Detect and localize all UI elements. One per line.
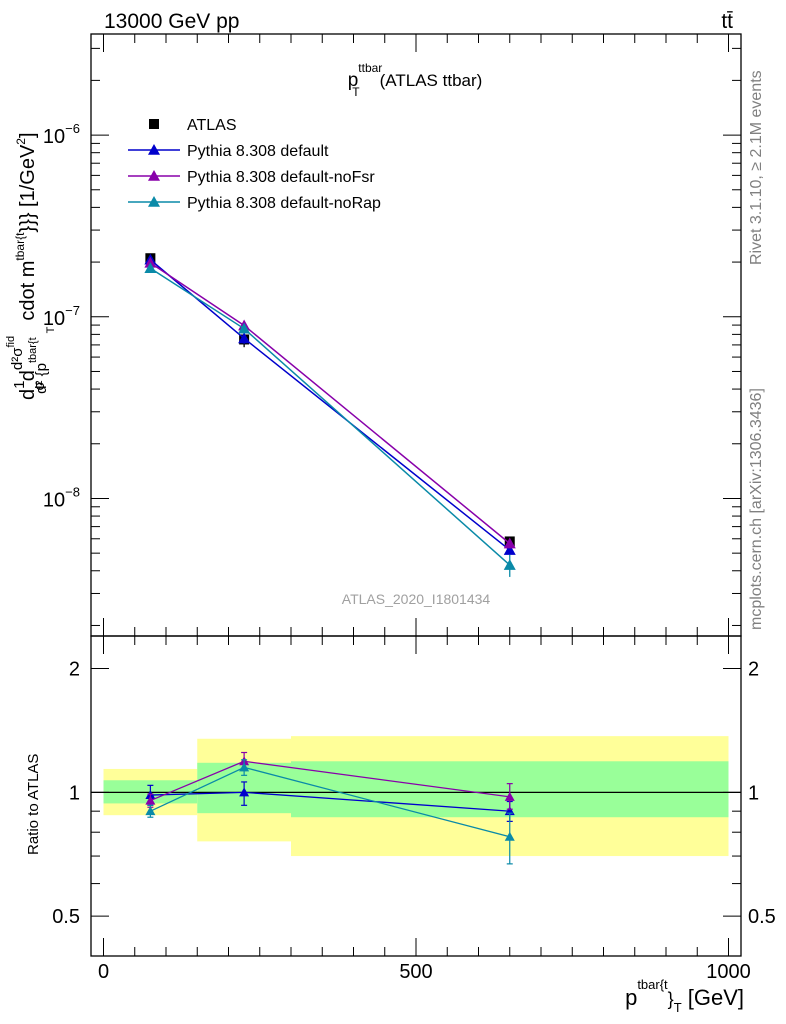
- legend-marker: [148, 170, 160, 181]
- data-point: [238, 332, 251, 344]
- y-tick-mantissa: 10: [43, 126, 65, 148]
- legend-label: Pythia 8.308 default-noRap: [187, 195, 381, 212]
- legend-entry-1: Pythia 8.308 default: [128, 143, 329, 160]
- title-symbol: p: [348, 70, 359, 91]
- ratio-y-tick-label: 1: [69, 782, 80, 804]
- process-label: tt̄: [721, 10, 733, 33]
- series-3: [144, 262, 516, 577]
- ratio-data-point: [504, 831, 515, 841]
- y-tick-exponent: −7: [65, 303, 80, 318]
- ratio-data-point: [239, 762, 250, 772]
- plot-title: pttbar T (ATLAS ttbar): [348, 61, 483, 99]
- legend-entry-2: Pythia 8.308 default-noFsr: [128, 169, 375, 186]
- legend-entry-3: Pythia 8.308 default-noRap: [128, 195, 381, 212]
- ratio-y-axis-label: Ratio to ATLAS: [25, 754, 42, 855]
- y-tick-mantissa: 10: [43, 489, 65, 511]
- y-tick-mantissa: 10: [43, 308, 65, 330]
- main-y-tick-label: 10−7: [43, 303, 80, 330]
- main-y-tick-label: 10−8: [43, 484, 80, 511]
- legend-marker: [148, 144, 160, 155]
- main-y-axis-label: d1 σdd²σfidd² {ptbar{tTcdot mtbar{t}}} [1…: [5, 132, 57, 400]
- data-point: [144, 262, 157, 274]
- rivet-label: Rivet 3.1.10, ≥ 2.1M events: [748, 70, 765, 265]
- data-point: [503, 559, 516, 570]
- data-point: [238, 322, 251, 334]
- ratio-series-1: [145, 751, 515, 810]
- ratio-plot-area: 0 500 1000 0.5 0.5 1 1 2 2: [52, 635, 776, 983]
- legend: ATLAS Pythia 8.308 default Pythia 8.308 de…: [128, 117, 381, 212]
- legend-entry-0: ATLAS: [149, 117, 237, 134]
- ratio-y-tick-label-right: 0.5: [748, 906, 776, 928]
- legend-label: Pythia 8.308 default-noFsr: [187, 169, 375, 186]
- data-point: [503, 537, 516, 549]
- legend-label: ATLAS: [187, 117, 237, 134]
- title-main: (ATLAS ttbar): [380, 71, 483, 90]
- ratio-series-2: [145, 759, 515, 865]
- energy-label: 13000 GeV pp: [104, 10, 239, 33]
- title-superscript: ttbar: [358, 61, 382, 75]
- legend-marker: [148, 196, 160, 207]
- ratio-y-tick-label: 0.5: [52, 906, 80, 928]
- legend-marker: [149, 119, 159, 129]
- x-tick-label: 1000: [706, 961, 751, 983]
- series-1: [144, 253, 516, 555]
- ratio-data-point: [239, 787, 250, 797]
- ratio-y-tick-label: 2: [69, 659, 80, 681]
- x-tick-label: 500: [399, 961, 432, 983]
- series-line: [149, 267, 511, 566]
- main-y-tick-label: 10−6: [43, 121, 80, 148]
- ratio-y-tick-label-right: 2: [748, 659, 759, 681]
- mcplots-label: mcplots.cern.ch [arXiv:1306.3436]: [748, 388, 765, 630]
- x-axis-label: ptbar{t}T [GeV]: [625, 977, 744, 1015]
- y-tick-exponent: −6: [65, 121, 80, 136]
- title-subscript: T: [352, 85, 360, 99]
- ratio-y-tick-label-right: 1: [748, 782, 759, 804]
- main-plot-area: 10−610−710−8: [43, 33, 742, 637]
- data-point: [503, 544, 516, 555]
- y-tick-exponent: −8: [65, 484, 80, 499]
- x-tick-label: 0: [98, 961, 109, 983]
- analysis-watermark: ATLAS_2020_I1801434: [342, 591, 491, 607]
- ratio-data-point: [504, 791, 515, 801]
- legend-label: Pythia 8.308 default: [187, 143, 329, 160]
- ratio-data-point: [145, 795, 156, 805]
- ratio-data-point: [145, 806, 156, 816]
